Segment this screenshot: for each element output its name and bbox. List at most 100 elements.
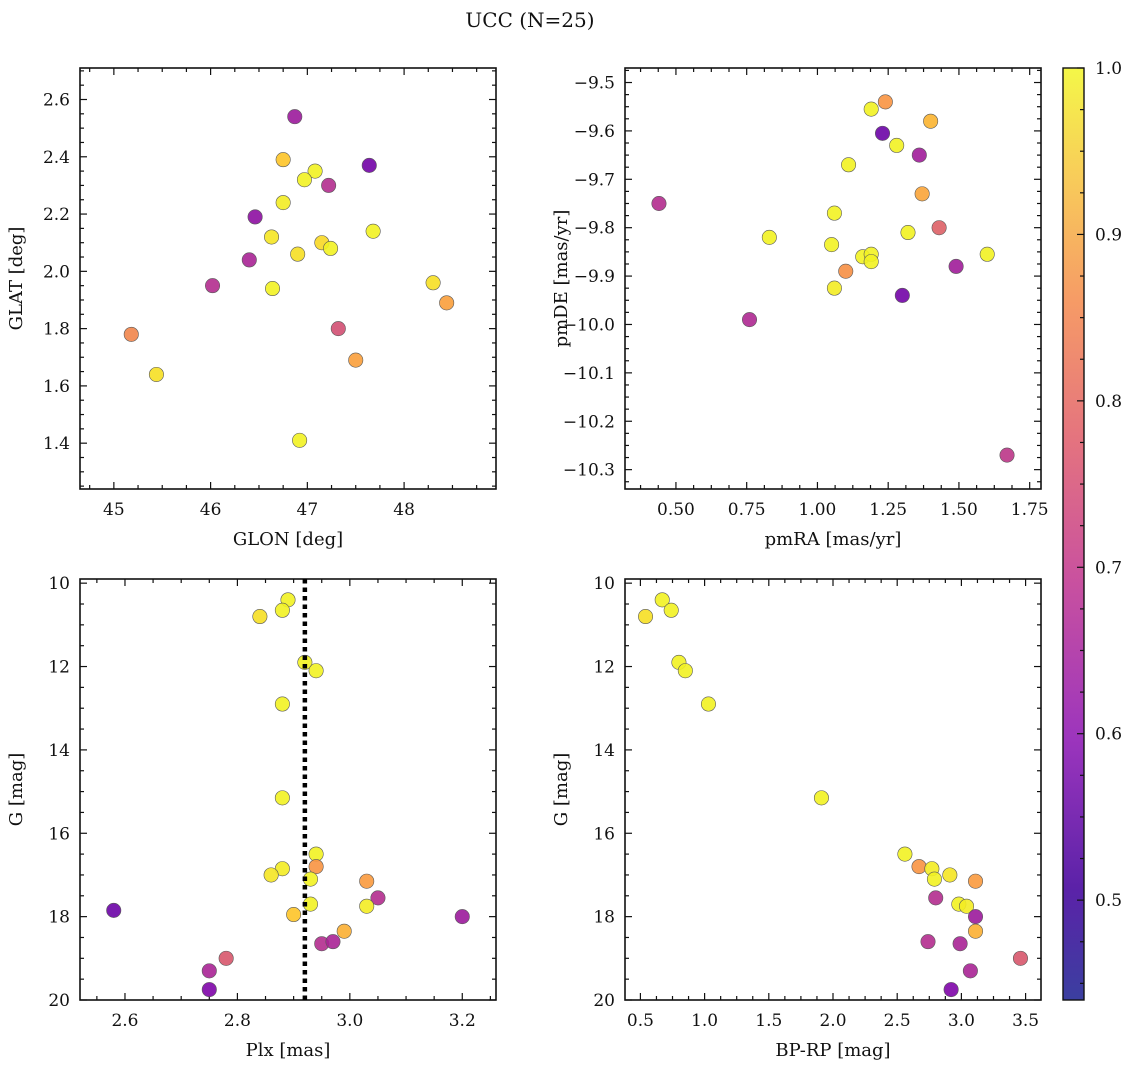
y-tick-label: 16: [593, 824, 615, 844]
data-point: [638, 609, 654, 625]
data-point: [943, 982, 959, 998]
data-point: [875, 125, 891, 141]
data-point: [911, 859, 927, 875]
x-tick-label: 48: [393, 500, 415, 520]
data-point: [663, 602, 679, 618]
data-point: [123, 326, 139, 342]
data-point: [308, 859, 324, 875]
data-point: [654, 592, 670, 608]
data-point: [264, 229, 280, 245]
data-point: [877, 94, 893, 110]
y-tick-label: 2.0: [43, 262, 70, 282]
y-tick-label: −10.0: [563, 315, 615, 335]
data-point: [761, 229, 777, 245]
colorbar-tick-label: 1.0: [1095, 59, 1122, 79]
y-tick-label: 20: [48, 991, 70, 1011]
y-tick-label: 14: [48, 741, 70, 761]
data-point: [274, 696, 290, 712]
y-tick-label: 14: [593, 741, 615, 761]
y-tick-label: −9.5: [574, 74, 615, 94]
data-point: [361, 157, 377, 173]
data-point: [297, 654, 313, 670]
y-tick-label: 18: [48, 908, 70, 928]
data-point: [275, 195, 291, 211]
data-point: [920, 934, 936, 950]
colorbar-tick-label: 0.7: [1095, 558, 1122, 578]
data-point: [838, 263, 854, 279]
x-tick-label: 1.5: [755, 1011, 782, 1031]
data-point: [325, 934, 341, 950]
panel-3: 2.6 2.8 3.0 3.2 10 12 14 16 18 20 Plx [mas] G [mag]: [6, 574, 497, 1061]
y-tick-label: 10: [48, 574, 70, 594]
data-point: [968, 923, 984, 939]
data-point: [742, 312, 758, 328]
y-tick-label: 12: [593, 658, 615, 678]
data-point: [813, 790, 829, 806]
x-tick-label: 1.50: [940, 500, 978, 520]
data-point: [106, 902, 122, 918]
scatter-panels: 45 46 47 48 1.4 1.6 1.8 2.0 2.2 2.4 2.6 GLON [deg] G…: [6, 67, 1049, 1061]
y-tick-label: −9.7: [574, 170, 615, 190]
data-point: [252, 609, 268, 625]
data-point: [824, 237, 840, 253]
data-point: [286, 907, 302, 923]
colorbar-tick-label: 0.8: [1095, 392, 1122, 412]
y-axis-label: G [mag]: [6, 753, 27, 826]
y-tick-label: 2.2: [43, 205, 70, 225]
data-point: [241, 252, 257, 268]
data-point: [218, 950, 234, 966]
data-point: [247, 209, 263, 225]
colorbar: 0.5 0.6 0.7 0.8 0.9 1.0: [1062, 59, 1122, 1001]
data-point: [923, 113, 939, 129]
panel-2: 0.50 0.75 1.00 1.25 1.50 1.75 −10.3 −10.2 −10.1 −…: [551, 67, 1049, 550]
data-point: [439, 295, 455, 311]
x-axis-label: pmRA [mas/yr]: [765, 529, 902, 550]
y-tick-label: 1.8: [43, 320, 70, 340]
data-point: [900, 225, 916, 241]
y-tick-label: −10.2: [563, 412, 615, 432]
data-point: [677, 663, 693, 679]
plot-area: [106, 579, 470, 1000]
y-axis-label: G [mag]: [551, 753, 572, 826]
plot-frame: [79, 578, 497, 1001]
figure-title: UCC (N=25): [465, 8, 594, 32]
data-point: [321, 177, 337, 193]
data-point: [330, 321, 346, 337]
plot-area: [651, 94, 1015, 463]
data-point: [999, 447, 1015, 463]
x-tick-label: 3.0: [336, 1011, 363, 1031]
colorbar-tick-label: 0.9: [1095, 225, 1122, 245]
data-point: [263, 867, 279, 883]
data-point: [826, 280, 842, 296]
y-axis-label: pmDE [mas/yr]: [551, 210, 572, 348]
data-point: [323, 240, 339, 256]
data-point: [201, 963, 217, 979]
y-tick-label: 18: [593, 908, 615, 928]
plot-frame: [79, 67, 497, 490]
y-tick-label: 1.4: [43, 434, 70, 454]
x-tick-label: 3.2: [449, 1011, 476, 1031]
data-point: [290, 246, 306, 262]
data-point: [292, 432, 308, 448]
data-point: [928, 890, 944, 906]
data-point: [1012, 950, 1028, 966]
data-point: [336, 923, 352, 939]
data-point: [265, 281, 281, 297]
data-point: [959, 898, 975, 914]
y-tick-label: −10.1: [563, 364, 615, 384]
data-point: [841, 157, 857, 173]
colorbar-tick-label: 0.5: [1095, 891, 1122, 911]
y-tick-label: 20: [593, 991, 615, 1011]
data-point: [979, 246, 995, 262]
data-point: [359, 898, 375, 914]
y-tick-label: 1.6: [43, 377, 70, 397]
data-point: [307, 163, 323, 179]
data-point: [926, 871, 942, 887]
panel-1: 45 46 47 48 1.4 1.6 1.8 2.0 2.2 2.4 2.6 GLON [deg] G…: [6, 67, 497, 550]
data-point: [425, 275, 441, 291]
y-tick-label: −9.8: [574, 219, 615, 239]
data-point: [287, 109, 303, 125]
y-tick-label: −9.9: [574, 267, 615, 287]
data-point: [308, 663, 324, 679]
